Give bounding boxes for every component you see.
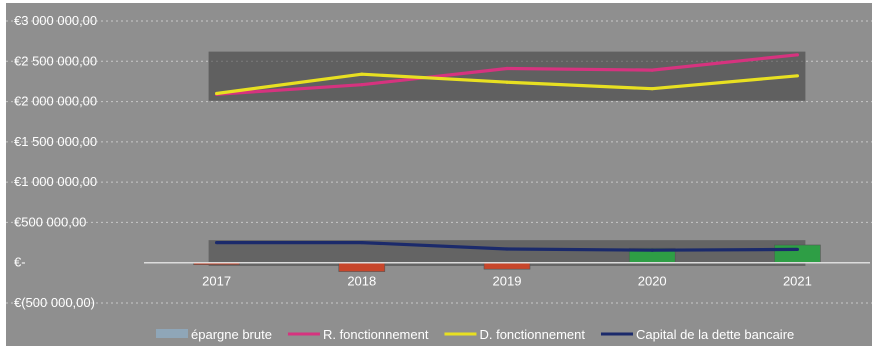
legend-label: D. fonctionnement xyxy=(479,327,585,342)
plot-band-upper xyxy=(208,51,806,101)
point-capital-de-la-dette-bancaire-2020 xyxy=(650,248,654,252)
x-tick-label: 2021 xyxy=(783,274,812,289)
x-axis: 2017 2018 2019 2020 2021 xyxy=(202,274,812,289)
y-tick-label: €2 000 000,00 xyxy=(14,94,97,109)
y-tick-label: €(500 000,00) xyxy=(14,295,95,310)
legend-swatch xyxy=(156,329,188,338)
point-capital-de-la-dette-bancaire-2019 xyxy=(505,247,509,251)
y-tick-label: €1 000 000,00 xyxy=(14,174,97,189)
point-d-fonctionnement-2019 xyxy=(505,80,509,84)
point-capital-de-la-dette-bancaire-2017 xyxy=(215,240,219,245)
legend-item-d-fonctionnement: D. fonctionnement xyxy=(444,327,585,342)
bar-epargne-brute-2019 xyxy=(483,262,531,270)
y-tick-label: €1 500 000,00 xyxy=(14,134,97,149)
x-tick-label: 2017 xyxy=(202,274,231,289)
y-tick-label: €2 500 000,00 xyxy=(14,53,97,68)
y-tick-label: €500 000,00 xyxy=(14,214,86,229)
legend-item-r-fonctionnement: R. fonctionnement xyxy=(287,327,429,342)
band-layer xyxy=(208,51,806,266)
point-capital-de-la-dette-bancaire-2018 xyxy=(360,240,364,245)
point-r-fonctionnement-2018 xyxy=(360,83,364,87)
point-capital-de-la-dette-bancaire-2021 xyxy=(795,247,800,252)
x-tick-label: 2018 xyxy=(347,274,376,289)
point-r-fonctionnement-2021 xyxy=(795,53,800,57)
legend-label: épargne brute xyxy=(191,327,272,342)
point-d-fonctionnement-2020 xyxy=(650,87,654,91)
point-d-fonctionnement-2021 xyxy=(795,74,800,78)
point-d-fonctionnement-2017 xyxy=(215,91,219,96)
plot-band-lower xyxy=(208,240,806,266)
y-axis: €3 000 000,00 €2 500 000,00 €2 000 000,00 €… xyxy=(14,13,97,310)
point-r-fonctionnement-2019 xyxy=(505,66,509,71)
point-d-fonctionnement-2018 xyxy=(360,72,364,76)
point-r-fonctionnement-2020 xyxy=(650,68,654,72)
y-tick-label: €3 000 000,00 xyxy=(14,13,97,28)
bar-epargne-brute-2021 xyxy=(774,244,821,264)
legend: épargne brute R. fonctionnement D. fonctio… xyxy=(156,327,794,342)
chart: €3 000 000,00 €2 500 000,00 €2 000 000,00 €… xyxy=(6,3,872,346)
bar-epargne-brute-2018 xyxy=(338,262,386,272)
x-tick-label: 2020 xyxy=(638,274,667,289)
legend-label: Capital de la dette bancaire xyxy=(636,327,794,342)
y-tick-label: €- xyxy=(14,255,26,270)
x-tick-label: 2019 xyxy=(493,274,522,289)
line-layer xyxy=(215,53,800,252)
legend-label: R. fonctionnement xyxy=(323,327,429,342)
legend-item-epargne-brute: épargne brute xyxy=(156,327,272,342)
legend-item-capital-de-la-dette-bancaire: Capital de la dette bancaire xyxy=(600,327,794,342)
chart-svg: €3 000 000,00 €2 500 000,00 €2 000 000,00 €… xyxy=(6,3,872,346)
